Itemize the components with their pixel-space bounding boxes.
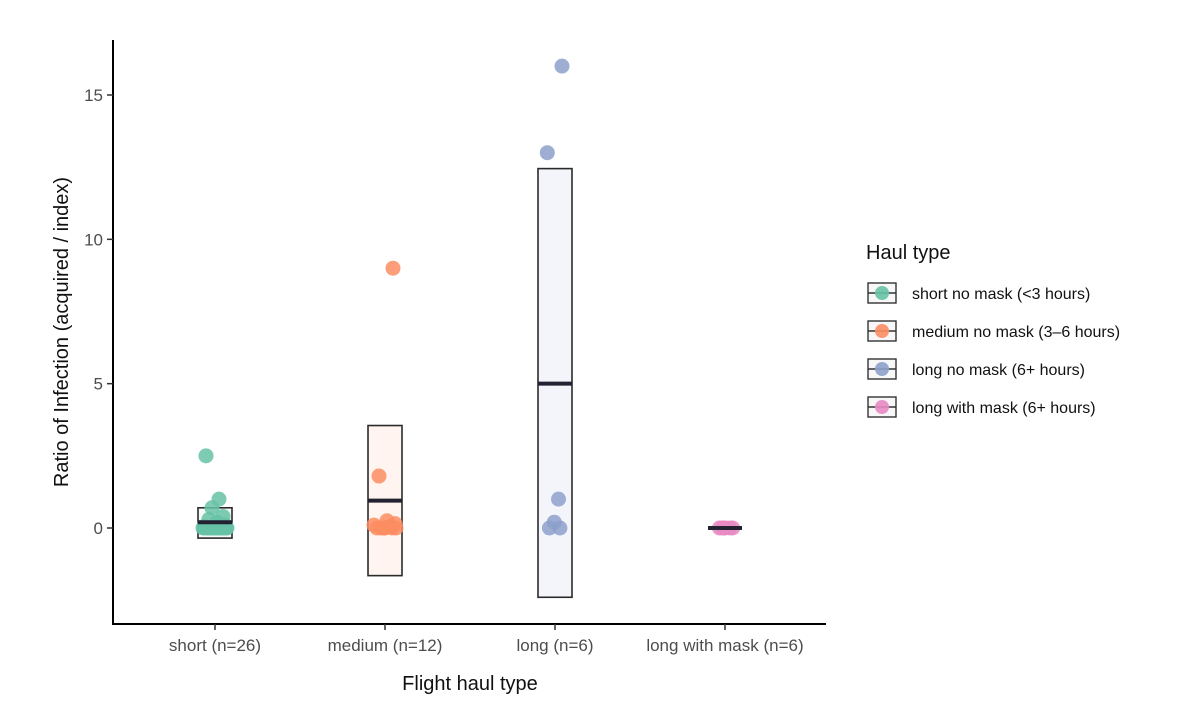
legend-label: long with mask (6+ hours) [912, 400, 1096, 417]
points-layer [195, 58, 741, 536]
x-tick-label: long (n=6) [516, 636, 593, 655]
legend-label: long no mask (6+ hours) [912, 362, 1085, 379]
y-ticks: 0 5 10 15 [84, 86, 113, 538]
y-tick-label: 15 [84, 86, 103, 105]
data-point [195, 520, 211, 536]
data-point [198, 448, 214, 464]
data-point [551, 491, 566, 507]
y-tick-label: 5 [94, 375, 103, 394]
legend-key-dot [875, 400, 889, 414]
data-point [204, 500, 220, 516]
x-ticks: short (n=26) medium (n=12) long (n=6) long … [169, 624, 804, 655]
y-tick-label: 0 [94, 519, 103, 538]
y-axis-title: Ratio of Infection (acquired / index) [51, 177, 73, 487]
legend: Haul type short no mask (<3 hours) medium… [866, 242, 1120, 418]
x-tick-label: long with mask (n=6) [646, 636, 803, 655]
legend-label: short no mask (<3 hours) [912, 286, 1090, 303]
data-point [552, 520, 568, 536]
x-axis-title: Flight haul type [402, 673, 538, 695]
data-point [211, 520, 227, 536]
data-point [371, 468, 387, 484]
data-point [385, 260, 401, 276]
legend-entries: short no mask (<3 hours) medium no mask (… [867, 282, 1120, 418]
y-tick-label: 10 [84, 230, 103, 249]
legend-entry: long with mask (6+ hours) [867, 396, 1096, 418]
data-point [539, 145, 555, 161]
data-point [554, 58, 570, 74]
legend-key-dot [875, 286, 889, 300]
x-tick-label: medium (n=12) [328, 636, 443, 655]
legend-label: medium no mask (3–6 hours) [912, 324, 1120, 341]
legend-title: Haul type [866, 242, 951, 264]
x-tick-label: short (n=26) [169, 636, 261, 655]
data-point [373, 520, 389, 536]
legend-entry: short no mask (<3 hours) [867, 282, 1090, 304]
legend-key-dot [875, 362, 889, 376]
legend-key-dot [875, 324, 889, 338]
data-point [388, 520, 404, 536]
legend-entry: medium no mask (3–6 hours) [867, 320, 1120, 342]
data-point [541, 520, 557, 536]
legend-entry: long no mask (6+ hours) [867, 358, 1085, 380]
means-layer [198, 381, 742, 530]
